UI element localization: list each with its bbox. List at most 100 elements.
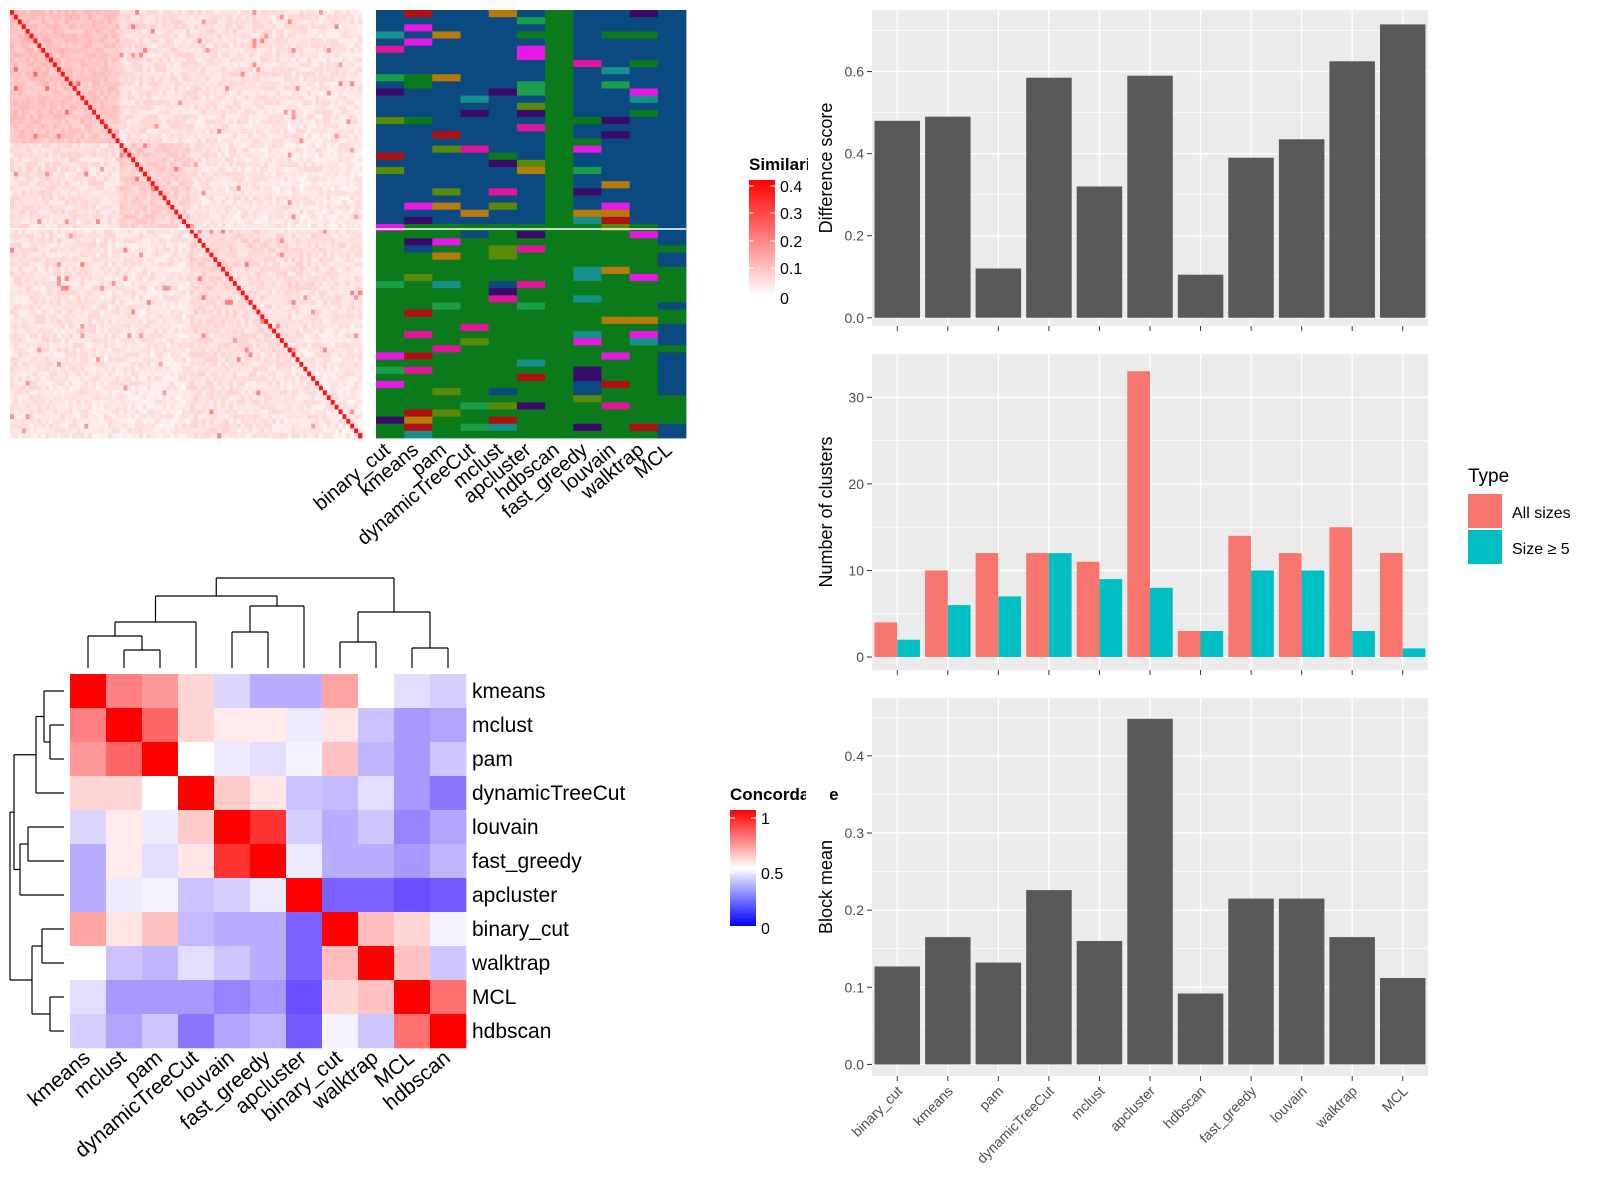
bar-all-sizes [1278, 553, 1302, 657]
concordance-cell [430, 912, 467, 947]
concordance-cell [142, 980, 179, 1015]
concordance-cell [178, 980, 215, 1015]
bar-size-ge-5 [1099, 579, 1123, 657]
concordance-cell [430, 742, 467, 777]
concordance-row-label: louvain [472, 816, 539, 839]
concordance-cell [358, 708, 395, 743]
type-legend-title: Type [1468, 466, 1509, 487]
concordance-cell [70, 674, 107, 709]
concordance-cell [394, 1014, 431, 1049]
y-tick-label: 0.4 [845, 146, 865, 162]
method-labels-top: binary_cutkmeanspamdynamicTreeCutmclusta… [310, 439, 677, 550]
concordance-cell [250, 708, 287, 743]
similarity-heatmap [10, 10, 363, 439]
bar [975, 962, 1022, 1065]
concordance-row-label: kmeans [472, 680, 546, 703]
concordance-cell [358, 1014, 395, 1049]
concordance-cell [322, 674, 359, 709]
concordance-cell [358, 844, 395, 879]
similarity-legend-tick: 0.3 [780, 206, 802, 223]
concordance-cell [394, 708, 431, 743]
type-legend: Type All sizes Size ≥ 5 [1468, 466, 1571, 564]
y-tick-label: 20 [848, 476, 864, 492]
concordance-row-label: dynamicTreeCut [472, 782, 625, 805]
bar [975, 268, 1022, 318]
concordance-cell [70, 946, 107, 981]
concordance-cell [286, 674, 323, 709]
x-tick-label: pam [976, 1083, 1007, 1114]
concordance-cell [142, 742, 179, 777]
concordance-cell [394, 810, 431, 845]
concordance-col-labels: kmeansmclustpamdynamicTreeCutlouvainfast… [24, 1046, 455, 1162]
concordance-cell [286, 980, 323, 1015]
bar [1228, 898, 1274, 1065]
y-axis-title: Difference score [816, 103, 836, 234]
concordance-cell [430, 878, 467, 913]
concordance-cell [250, 742, 287, 777]
concordance-cell [106, 1014, 143, 1049]
concordance-cell [106, 878, 143, 913]
concordance-cell [178, 878, 215, 913]
concordance-cell [286, 878, 323, 913]
concordance-cell [142, 1014, 179, 1049]
y-axis-title: Block mean [816, 840, 836, 934]
concordance-cell [70, 776, 107, 811]
concordance-cell [70, 708, 107, 743]
concordance-cell [430, 844, 467, 879]
x-tick-label: binary_cut [848, 1083, 905, 1140]
bar-all-sizes [1228, 535, 1251, 657]
bar [1076, 941, 1123, 1065]
bar-size-ge-5 [1150, 587, 1173, 658]
concordance-cell [430, 674, 467, 709]
concordance-cell [106, 980, 143, 1015]
concordance-dendrogram-top [87, 577, 449, 668]
concordance-cell [178, 742, 215, 777]
y-tick-label: 0.2 [845, 228, 865, 244]
y-tick-label: 0.0 [845, 1056, 865, 1072]
similarity-legend-tick: 0.4 [780, 179, 802, 196]
concordance-cell [214, 776, 251, 811]
bar-all-sizes [975, 553, 999, 657]
concordance-cell [250, 946, 287, 981]
concordance-cell [394, 742, 431, 777]
bar-all-sizes [1329, 527, 1353, 658]
legend-swatch-size-ge-5 [1468, 530, 1502, 564]
concordance-cell [358, 980, 395, 1015]
bar [1076, 186, 1123, 318]
concordance-row-label: apcluster [472, 884, 557, 907]
concordance-cell [106, 742, 143, 777]
concordance-cell [250, 776, 287, 811]
concordance-cell [394, 674, 431, 709]
concordance-cell [358, 742, 395, 777]
concordance-cell [250, 1014, 287, 1049]
concordance-cell [358, 946, 395, 981]
concordance-cell [286, 912, 323, 947]
concordance-cell [286, 742, 323, 777]
concordance-cell [214, 844, 251, 879]
concordance-cell [70, 912, 107, 947]
similarity-legend-tick: 0 [780, 291, 789, 308]
concordance-heatmap [70, 674, 467, 1049]
y-tick-label: 0.1 [845, 979, 865, 995]
concordance-legend-bar [730, 810, 756, 926]
concordance-cell [286, 810, 323, 845]
concordance-cell [142, 912, 179, 947]
bar-size-ge-5 [1402, 648, 1426, 658]
x-tick-label: mclust [1068, 1083, 1108, 1123]
concordance-cell [214, 946, 251, 981]
bar [1380, 24, 1426, 318]
concordance-cell [358, 912, 395, 947]
concordance-cell [250, 878, 287, 913]
bar-all-sizes [1380, 553, 1403, 657]
similarity-legend-tick: 0.2 [780, 234, 802, 251]
concordance-cell [70, 810, 107, 845]
concordance-cell [430, 980, 467, 1015]
concordance-cell [430, 708, 467, 743]
legend-label-size-ge-5: Size ≥ 5 [1512, 541, 1570, 558]
concordance-cell [358, 674, 395, 709]
bar [1127, 75, 1173, 318]
y-tick-label: 0.3 [845, 825, 865, 841]
concordance-cell [394, 912, 431, 947]
bar-size-ge-5 [947, 605, 971, 657]
